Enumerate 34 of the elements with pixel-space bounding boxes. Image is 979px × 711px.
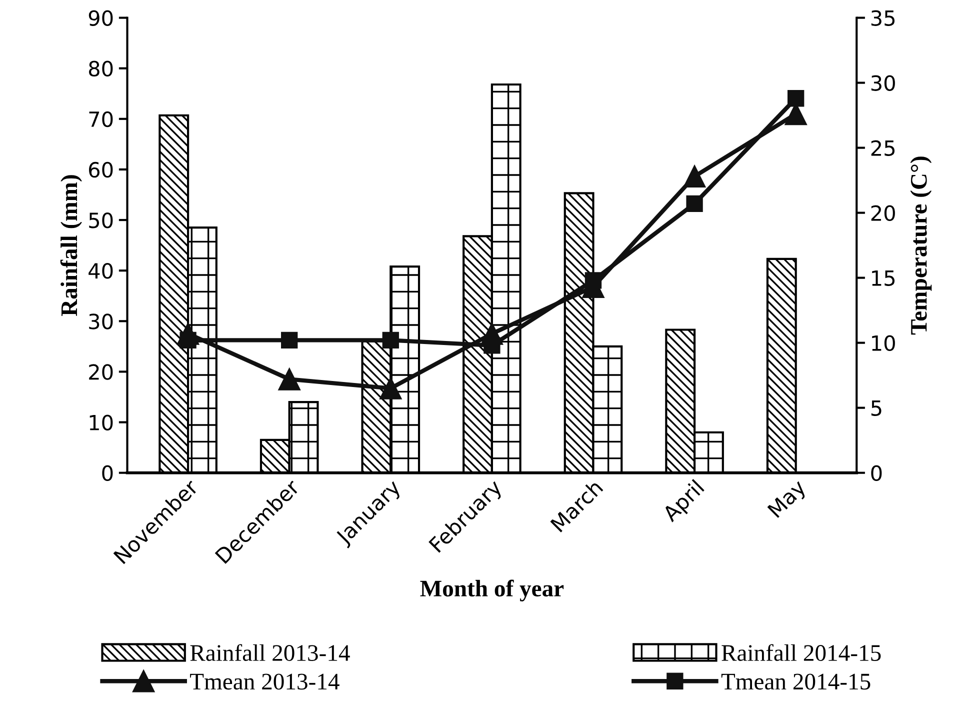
x-axis-title: Month of year	[420, 580, 564, 602]
y2-tick-label: 10	[872, 335, 895, 352]
y2-tick-label: 0	[871, 465, 882, 482]
point	[788, 90, 804, 107]
point	[584, 272, 602, 289]
legend-label: Rainfall 2013-14	[190, 644, 350, 661]
y2-tick-label: 25	[871, 140, 895, 156]
point	[380, 377, 402, 400]
y-tick-label: 80	[88, 60, 113, 77]
y-tick-label: 60	[89, 162, 113, 178]
y-tick-label: 10	[90, 414, 113, 430]
y-tick-label: 30	[89, 314, 113, 330]
y-tick-label: 90	[88, 10, 113, 26]
y2-tick-label: 15	[872, 270, 895, 286]
point	[281, 332, 298, 349]
point	[683, 165, 706, 188]
y2-tick-label: 20	[871, 205, 895, 222]
legend-label: Tmean 2014-15	[721, 674, 870, 690]
point	[484, 337, 500, 354]
y2-axis-title: Temperature (C°)	[910, 156, 932, 335]
y2-tick-label: 5	[871, 400, 882, 416]
legend-label: Tmean 2013-14	[190, 674, 340, 690]
legend-label: Rainfall 2014-15	[722, 644, 881, 661]
y-tick-label: 70	[89, 111, 113, 128]
y-tick-label: 0	[102, 465, 113, 482]
y2-tick-label: 30	[871, 75, 895, 91]
point	[278, 368, 300, 390]
point	[382, 332, 399, 349]
point	[686, 195, 703, 212]
y-tick-label: 20	[89, 364, 113, 380]
y-tick-label: 50	[89, 212, 113, 228]
y-tick-label: 40	[88, 263, 113, 279]
y-axis-title: Rainfall (mm)	[60, 175, 82, 316]
y2-tick-label: 35	[871, 10, 895, 26]
